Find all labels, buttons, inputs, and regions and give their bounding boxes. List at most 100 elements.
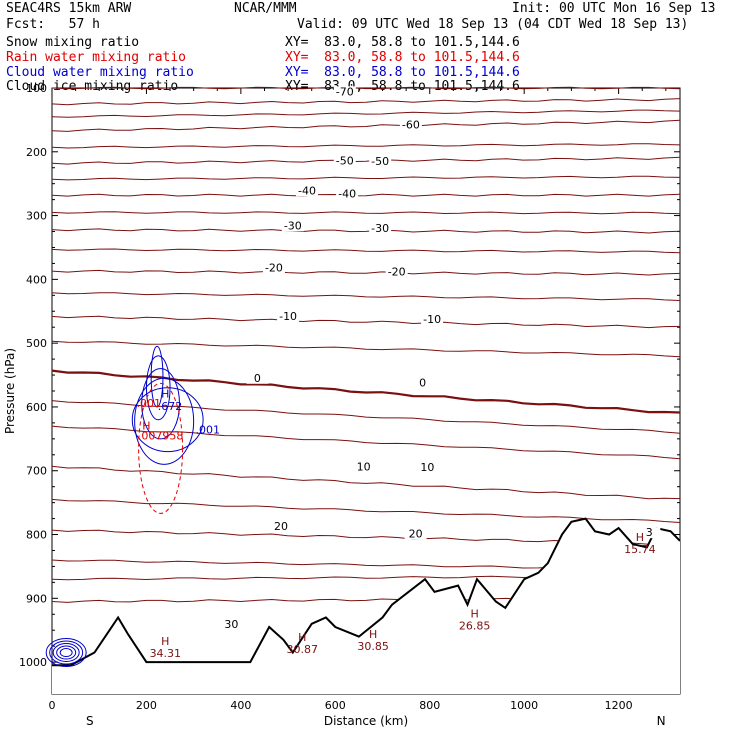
temperature-contour-label: -20 [265,261,283,274]
high-value: 15.74 [624,543,656,556]
high-marker: H [298,631,306,644]
contour-label-bg [333,155,356,167]
contour-label-bg [246,372,269,384]
y-tick-label: 600 [26,401,47,414]
high-value: 30.85 [357,640,389,653]
temperature-contour-minor [51,211,681,215]
north-end-label: N [657,714,666,728]
temperature-contour-minor [51,340,681,358]
x-tick-label: 400 [230,699,251,712]
cloud-water-contour [141,368,180,440]
high-value: 26.85 [459,619,491,632]
temperature-contour-label: 10 [357,460,371,473]
y-tick-label: 1000 [19,656,47,669]
temperature-contour-label: -20 [388,265,406,278]
cloud-water-contour-surface [56,645,77,660]
contour-label-bg [404,528,427,540]
x-tick-label: 1200 [605,699,633,712]
temperature-contour [51,465,681,500]
temperature-contour-label: 3 [646,526,653,539]
temperature-contour-minor [51,425,681,460]
temperature-contour-label: 20 [409,527,423,540]
temperature-contour-minor [51,498,681,523]
cloud-water-contour [150,345,164,408]
temperature-contour-minor [51,143,681,149]
field-xy-cloud-water: XY= 83.0, 58.8 to 101.5,144.6 [285,65,520,80]
rain-water-label: .007958 [138,429,184,442]
rain-water-contour [138,382,184,514]
contour-label-bg [638,527,661,539]
temperature-contour-minor [51,109,681,118]
cloud-water-label: .672 [158,400,183,413]
temperature-contour-label: -60 [402,119,420,132]
contour-label-bg [385,266,408,278]
contour-label-bg [369,155,392,167]
contour-label-bg [399,119,422,131]
valid-time: Valid: 09 UTC Wed 18 Sep 13 (04 CDT Wed … [297,17,689,32]
high-marker: H [161,635,169,648]
temperature-contour-label: -40 [338,187,356,200]
high-marker: H [369,628,377,641]
y-tick-label: 400 [26,273,47,286]
temperature-contour-label: -30 [371,222,389,235]
temperature-contour-minor [51,400,681,434]
contour-label-bg [277,310,300,322]
temperature-contour [51,315,681,329]
y-axis-label: Pressure (hPa) [3,348,17,434]
contour-label-bg [262,262,285,274]
high-marker: H [470,607,478,620]
contour-label-bg [270,520,293,532]
y-tick-label: 200 [26,146,47,159]
contour-label-bg [416,462,439,474]
y-tick-label: 800 [26,529,47,542]
contour-label-bg [220,619,243,631]
contour-label-bg [369,222,392,234]
temperature-contour-label: -10 [423,313,441,326]
rain-water-high: H [142,419,150,432]
temperature-contour [51,193,681,197]
y-tick-label: 700 [26,465,47,478]
x-tick-label: 1000 [510,699,538,712]
cloud-water-contour-surface [52,643,80,663]
field-label-cloud-water: Cloud water mixing ratio [6,65,194,80]
init-time: Init: 00 UTC Mon 16 Sep 13 [512,1,716,16]
cloud-water-contour [134,377,195,465]
south-end-label: S [86,714,94,728]
contour-label-bg [411,377,434,389]
temperature-contour-label: -40 [298,184,316,197]
cloud-water-high: H [161,387,169,400]
contour-label-bg [336,188,359,200]
temperature-contour-label: -50 [371,155,389,168]
high-value: 34.31 [150,647,182,660]
contour-label-bg [421,314,444,326]
temperature-contour-label: 10 [420,461,434,474]
field-label-snow: Snow mixing ratio [6,35,140,50]
high-marker: H [636,531,644,544]
high-value: 30.87 [287,643,319,656]
temperature-contour-minor [51,86,681,90]
temperature-contour-label: 0 [254,372,261,385]
y-tick-label: 300 [26,210,47,223]
temperature-contour-minor [51,292,681,301]
cloud-water-contour-surface [45,638,87,668]
temperature-contour-label: -30 [284,219,302,232]
temperature-contour-minor [51,175,681,181]
contour-label-bg [333,86,356,98]
temperature-contour-label: -70 [336,85,354,98]
y-tick-label-top: 100 [26,82,47,95]
temperature-contour-label: 20 [274,520,288,533]
y-tick-label: 900 [26,592,47,605]
contour-label-bg [281,220,304,232]
cloud-water-label: .001 [196,424,221,437]
field-label-cloud-ice: Cloud ice mixing ratio [6,79,179,94]
forecast-hour: Fcst: 57 h [6,17,100,32]
x-tick-label: 600 [325,699,346,712]
temperature-contour [51,119,681,132]
temperature-contour [51,156,681,165]
terrain-mask [52,518,680,694]
field-label-rain: Rain water mixing ratio [6,50,187,65]
temperature-contour [51,369,681,414]
contour-label-bg [352,461,375,473]
y-tick-label: 500 [26,337,47,350]
